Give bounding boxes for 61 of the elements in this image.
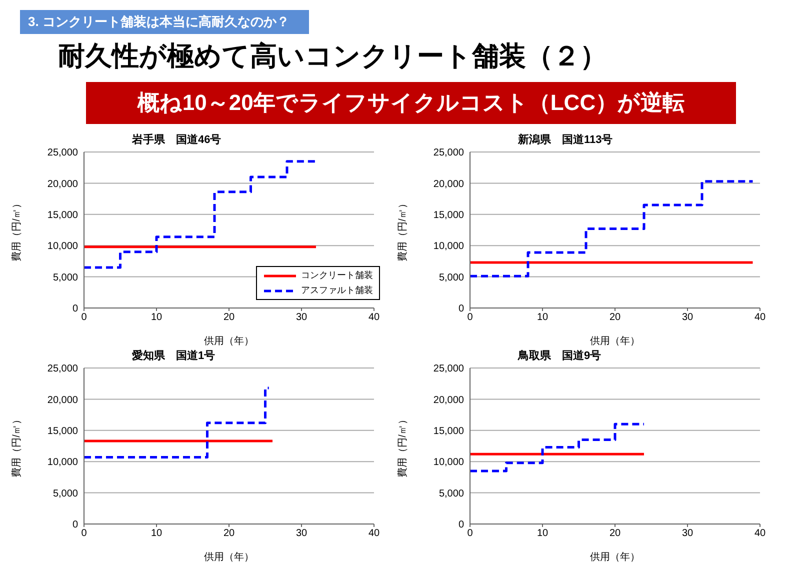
y-tick-label: 25,000 bbox=[47, 148, 78, 159]
x-tick-label: 20 bbox=[609, 312, 621, 324]
chart-title: 愛知県 国道1号 bbox=[132, 348, 216, 363]
text: 概ね10～20年でライフサイクルコスト（LCC）が逆転 bbox=[86, 82, 736, 124]
x-tick-label: 10 bbox=[150, 528, 162, 540]
y-tick-label: 15,000 bbox=[433, 426, 464, 437]
y-tick-label: 15,000 bbox=[47, 426, 78, 437]
x-tick-label: 40 bbox=[368, 528, 380, 540]
y-axis-title: 費用（円/㎡） bbox=[396, 198, 409, 262]
y-tick-label: 10,000 bbox=[47, 457, 78, 468]
x-axis-title: 供用（年） bbox=[204, 551, 254, 563]
x-axis-title: 供用（年） bbox=[590, 335, 640, 347]
x-tick-label: 10 bbox=[536, 528, 548, 540]
y-tick-label: 5,000 bbox=[52, 488, 78, 500]
y-tick-label: 0 bbox=[458, 304, 464, 315]
legend-label: アスファルト舗装 bbox=[301, 284, 373, 297]
x-tick-label: 30 bbox=[682, 528, 694, 540]
y-tick-label: 20,000 bbox=[433, 178, 464, 190]
y-tick-label: 0 bbox=[458, 520, 464, 531]
y-tick-label: 20,000 bbox=[47, 178, 78, 190]
x-tick-label: 30 bbox=[296, 528, 308, 540]
x-tick-label: 10 bbox=[536, 312, 548, 324]
text: 3. コンクリート舗装は本当に高耐久なのか？ bbox=[20, 10, 310, 34]
y-tick-label: 25,000 bbox=[47, 364, 78, 375]
chart-title: 岩手県 国道46号 bbox=[132, 132, 222, 147]
x-tick-label: 10 bbox=[150, 312, 162, 324]
y-tick-label: 15,000 bbox=[433, 210, 464, 221]
y-tick-label: 5,000 bbox=[52, 272, 78, 284]
x-axis-title: 供用（年） bbox=[204, 335, 254, 347]
y-tick-label: 20,000 bbox=[47, 394, 78, 406]
y-axis-title: 費用（円/㎡） bbox=[396, 414, 409, 478]
y-tick-label: 25,000 bbox=[433, 364, 464, 375]
x-tick-label: 20 bbox=[223, 312, 235, 324]
y-tick-label: 10,000 bbox=[433, 241, 464, 252]
y-tick-label: 25,000 bbox=[433, 148, 464, 159]
y-tick-label: 10,000 bbox=[433, 457, 464, 468]
chart-title: 新潟県 国道113号 bbox=[518, 132, 613, 147]
legend-label: コンクリート舗装 bbox=[301, 269, 373, 282]
y-axis-title: 費用（円/㎡） bbox=[10, 198, 23, 262]
x-tick-label: 20 bbox=[609, 528, 621, 540]
x-tick-label: 30 bbox=[296, 312, 308, 324]
x-tick-label: 0 bbox=[81, 312, 88, 324]
x-tick-label: 40 bbox=[368, 312, 380, 324]
x-tick-label: 20 bbox=[223, 528, 235, 540]
y-tick-label: 20,000 bbox=[433, 394, 464, 406]
y-tick-label: 15,000 bbox=[47, 210, 78, 221]
y-tick-label: 10,000 bbox=[47, 241, 78, 252]
x-tick-label: 0 bbox=[467, 528, 474, 540]
y-tick-label: 0 bbox=[72, 520, 78, 531]
x-tick-label: 40 bbox=[754, 528, 766, 540]
text: 耐久性が極めて高いコンクリート舗装（２） bbox=[58, 40, 607, 73]
x-tick-label: 40 bbox=[754, 312, 766, 324]
chart-title: 鳥取県 国道9号 bbox=[518, 348, 602, 363]
x-tick-label: 30 bbox=[682, 312, 694, 324]
x-axis-title: 供用（年） bbox=[590, 551, 640, 563]
x-tick-label: 0 bbox=[467, 312, 474, 324]
y-tick-label: 0 bbox=[72, 304, 78, 315]
x-tick-label: 0 bbox=[81, 528, 88, 540]
y-tick-label: 5,000 bbox=[438, 272, 464, 284]
y-tick-label: 5,000 bbox=[438, 488, 464, 500]
y-axis-title: 費用（円/㎡） bbox=[10, 414, 23, 478]
